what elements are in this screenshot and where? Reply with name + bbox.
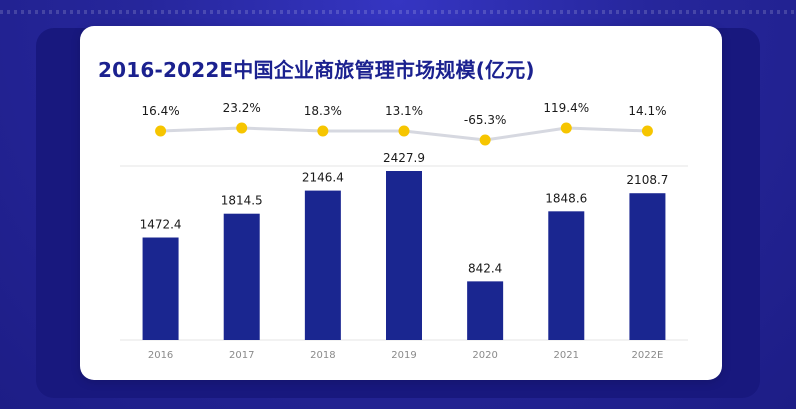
growth-label-2021: 119.4% <box>543 101 589 115</box>
bar-value-label-2022E: 2108.7 <box>626 173 668 187</box>
growth-label-2020: -65.3% <box>464 113 506 127</box>
bar-value-label-2021: 1848.6 <box>545 191 587 205</box>
bar-value-label-2016: 1472.4 <box>140 218 182 232</box>
bar-2019 <box>386 171 422 340</box>
growth-label-2022E: 14.1% <box>628 104 666 118</box>
bar-2021 <box>548 211 585 340</box>
growth-dot-2016 <box>155 125 167 137</box>
x-tick-label-2020: 2020 <box>472 350 497 361</box>
chart-title: 2016-2022E中国企业商旅管理市场规模(亿元) <box>98 58 535 82</box>
growth-dot-2017 <box>236 122 248 134</box>
x-tick-label-2019: 2019 <box>391 350 416 361</box>
x-tick-label-2022E: 2022E <box>632 350 664 361</box>
bar-2017 <box>223 213 260 340</box>
growth-dot-2020 <box>479 134 491 146</box>
chart-area: 1472.4 2016 1814.5 2017 2146.4 2018 2427.9 2019… <box>120 101 688 361</box>
bar-value-label-2018: 2146.4 <box>302 171 344 185</box>
bar-2020 <box>467 281 504 340</box>
growth-dot-2022E <box>641 125 653 137</box>
growth-label-2016: 16.4% <box>142 104 180 118</box>
growth-dot-2021 <box>560 122 572 134</box>
x-tick-label-2016: 2016 <box>148 350 173 361</box>
growth-label-2019: 13.1% <box>385 104 423 118</box>
growth-label-2017: 23.2% <box>223 101 261 115</box>
bar-value-label-2020: 842.4 <box>468 261 502 275</box>
bar-2022E <box>629 193 666 340</box>
growth-label-2018: 18.3% <box>304 104 342 118</box>
x-tick-label-2018: 2018 <box>310 350 335 361</box>
decorative-dashed-line <box>0 10 796 14</box>
growth-dot-2018 <box>317 125 329 137</box>
bar-value-label-2019: 2427.9 <box>383 151 425 165</box>
x-tick-label-2017: 2017 <box>229 350 254 361</box>
bar-2016 <box>142 237 179 340</box>
chart-card: 2016-2022E中国企业商旅管理市场规模(亿元) 1472.4 2016 181… <box>80 26 722 380</box>
growth-dot-2019 <box>398 125 410 137</box>
x-tick-label-2021: 2021 <box>554 350 579 361</box>
bar-2018 <box>304 190 341 340</box>
bar-value-label-2017: 1814.5 <box>221 194 263 208</box>
